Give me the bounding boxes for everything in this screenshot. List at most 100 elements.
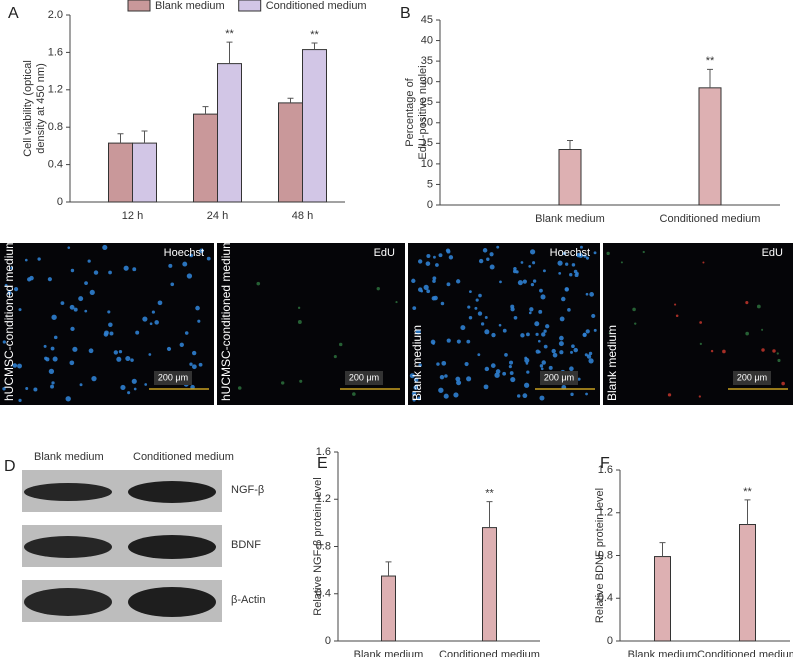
bar [558,149,582,206]
cell-dot [417,259,423,264]
cell-dot [489,264,495,270]
y-axis-label: Percentage of [404,77,416,146]
cell-dot [578,253,584,258]
cell-dot [772,349,776,353]
y-tick-label: 1.2 [598,507,613,519]
cell-dot [433,255,436,259]
cell-dot [591,313,596,319]
cell-dot [280,381,285,385]
cell-dot [189,362,193,366]
cell-dot [438,253,443,258]
cell-dot [33,387,38,392]
bar [217,63,242,203]
bar [302,49,327,203]
cell-dot [60,301,65,306]
cell-dot [537,339,541,343]
condition-label: hUCMSC-conditioned medium [219,239,233,401]
y-axis-label: Cell viability (optical [22,60,34,157]
cell-dot [415,329,421,335]
cell-dot [395,301,398,304]
x-tick-label: Blank medium [535,213,605,225]
scale-label: 200 μm [158,372,188,382]
cell-dot [299,379,303,383]
cell-dot [418,287,423,292]
cell-dot [756,304,761,309]
cell-dot [206,256,211,261]
y-tick-label: 0.8 [598,549,613,561]
cell-dot [545,324,550,329]
cell-dot [523,382,530,388]
cell-dot [444,374,448,378]
y-tick-label: 0.4 [48,159,63,171]
cell-dot [466,339,471,344]
error-bar [117,133,124,144]
panel-letter: B [400,5,411,22]
cell-dot [585,329,590,334]
cell-dot [191,364,197,370]
lane-label: Conditioned medium [133,451,234,463]
cell-dot [297,306,301,310]
cell-dot [7,290,12,296]
cell-dot [593,251,597,255]
cell-dot [144,383,148,386]
cell-dot [567,308,571,312]
cell-dot [584,353,588,357]
cell-dot [502,371,507,376]
significance-label: ** [225,28,234,40]
bar [278,102,303,203]
y-tick-label: 15 [421,137,433,149]
cell-dot [528,264,532,268]
scale-box [733,371,771,385]
error-bar [707,68,713,88]
cell-dot [436,362,440,366]
cell-dot [123,265,129,271]
cell-dot [745,331,749,336]
cell-dot [25,387,29,391]
cell-dot [44,356,48,361]
cell-dot [441,360,447,366]
cell-dot [582,332,587,338]
error-bar [385,561,392,577]
cell-dot [569,273,573,277]
cell-dot [540,367,544,371]
cell-dot [522,393,528,399]
x-tick-label: Blank medium [628,649,698,657]
significance-label: ** [706,55,715,67]
cell-dot [484,316,488,319]
cell-dot [443,393,449,399]
y-tick-label: 1.6 [48,46,63,58]
y-tick-label: 1.2 [316,493,331,505]
cell-dot [482,248,488,253]
cell-dot [84,281,88,286]
cell-dot [541,332,546,337]
cell-dot [524,356,528,360]
bar [482,527,497,642]
cell-dot [432,276,437,281]
cell-dot [24,258,28,262]
cell-dot [18,308,22,312]
cell-dot [642,250,645,254]
cell-dot [43,344,47,348]
cell-dot [557,260,563,266]
cell-dot [569,366,574,372]
cell-dot [509,371,514,376]
cell-dot [543,329,547,333]
cell-dot [148,353,152,356]
cell-dot [132,267,137,272]
cell-dot [510,376,516,383]
cell-dot [50,346,55,351]
cell-dot [157,300,163,306]
cell-dot [541,360,546,365]
cell-dot [198,362,203,367]
cell-dot [499,280,502,284]
cell-dot [411,391,417,396]
cell-dot [423,284,429,290]
x-tick-label: Conditioned medium [439,649,540,657]
cell-dot [2,340,6,344]
cell-dot [565,262,569,266]
cell-dot [667,393,672,397]
lane-label: Blank medium [34,451,104,463]
cell-dot [532,279,537,283]
cell-dot [411,278,416,284]
